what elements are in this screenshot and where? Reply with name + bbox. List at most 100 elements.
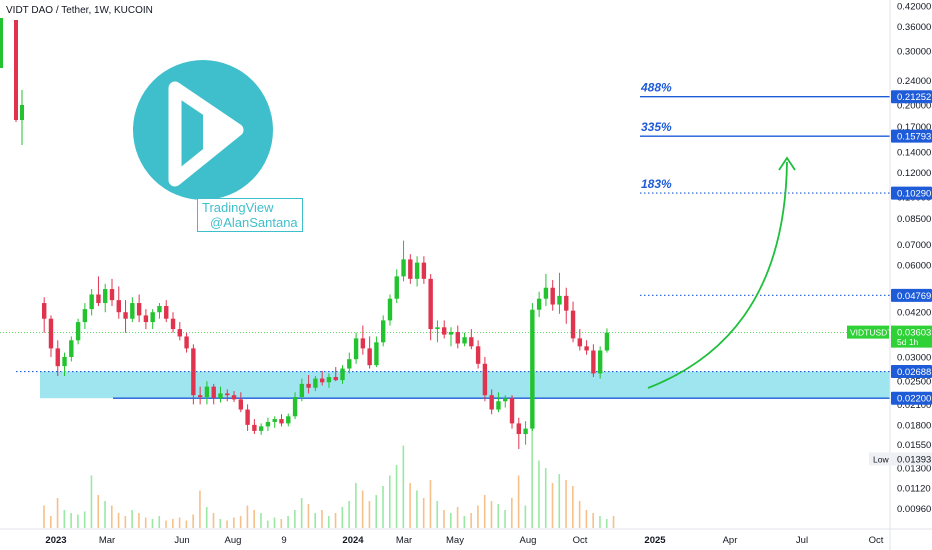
volume-bar — [151, 519, 154, 528]
time-tick-label: 2023 — [45, 535, 66, 546]
level-price-tag-text-2: 0.10290 — [897, 189, 931, 200]
level-percent-label-2: 183% — [641, 177, 672, 191]
volume-bar — [199, 490, 201, 528]
volume-bar — [544, 468, 547, 528]
candle-body — [164, 306, 169, 319]
volume-bar — [131, 510, 133, 528]
volume-bar — [253, 510, 255, 528]
volume-bar — [239, 516, 242, 528]
price-tick-label: 0.20000 — [897, 100, 931, 111]
candle-body — [103, 289, 108, 304]
price-tick-label: 0.36000 — [897, 22, 931, 33]
candle-body — [408, 259, 413, 279]
candle-body — [218, 393, 223, 399]
candle-body — [225, 393, 230, 396]
volume-bar — [300, 498, 303, 528]
tradingview-play-logo-icon — [168, 81, 244, 187]
candle-body — [360, 338, 366, 349]
candle-body — [570, 310, 576, 339]
candle-body — [109, 289, 115, 301]
volume-bar — [144, 517, 147, 528]
volume-bar — [56, 498, 59, 528]
current-price-tag — [891, 325, 932, 348]
candle-body — [421, 262, 427, 279]
candle-body — [252, 424, 257, 431]
volume-bar — [192, 514, 194, 528]
candle-body — [14, 20, 18, 120]
volume-bar — [219, 519, 222, 528]
level-price-tag-0 — [891, 90, 932, 104]
volume-bar — [178, 517, 181, 528]
time-tick-label: Mar — [396, 535, 412, 546]
time-tick-label: Aug — [225, 535, 242, 546]
volume-bar — [327, 516, 330, 528]
low-price-value: 0.01393 — [897, 454, 931, 465]
candle-body — [367, 348, 372, 366]
current-price-value: 0.03603 — [897, 328, 931, 339]
time-tick-label: 9 — [281, 535, 286, 546]
price-tick-label: 0.02500 — [897, 377, 931, 388]
volume-bar — [361, 490, 364, 528]
time-tick-label: Mar — [99, 535, 115, 546]
volume-bar — [63, 510, 66, 528]
candle-body — [143, 315, 149, 323]
candle-body — [123, 312, 128, 319]
symbol-tag-text: VIDTUSDT — [850, 328, 893, 338]
candle-body — [48, 318, 54, 349]
price-tick-label: 0.01120 — [897, 483, 931, 494]
volume-bar — [578, 501, 581, 528]
volume-bar — [260, 513, 262, 528]
volume-bar — [456, 507, 459, 528]
candle-body — [279, 419, 284, 424]
candle-body — [503, 398, 508, 402]
candle-body — [319, 378, 325, 383]
price-tick-label: 0.14000 — [897, 148, 931, 159]
time-tick-label: Apr — [723, 535, 738, 546]
time-tick-label: Jul — [796, 535, 808, 546]
symbol-title: VIDT DAO / Tether, 1W, KUCOIN — [6, 5, 153, 16]
volume-bar — [422, 498, 425, 528]
time-tick-label: 2025 — [644, 535, 666, 546]
price-axis[interactable]: 0.42000 0.36000 0.30000 0.24000 0.20000 0.170… — [897, 2, 931, 515]
candle-body — [604, 332, 610, 351]
price-tick-label: 0.12000 — [897, 168, 931, 179]
candle-body — [130, 303, 135, 319]
volume-bar — [429, 480, 432, 528]
tradingview-logo-watermark — [133, 60, 273, 200]
candle-body — [42, 303, 47, 319]
level-price-tag-text-5: 0.02200 — [897, 394, 931, 405]
volume-bar — [266, 520, 269, 528]
candle-body — [150, 312, 155, 323]
candle-body — [96, 294, 101, 304]
volume-bar — [558, 474, 561, 528]
volume-bar — [104, 501, 106, 528]
candle-body — [258, 426, 264, 431]
watermark-line-1: TradingView — [202, 200, 274, 215]
candle-body — [20, 105, 24, 120]
volume-bar — [368, 501, 371, 528]
time-tick-label: Oct — [869, 535, 884, 546]
candle-body — [597, 350, 603, 374]
candle-body — [333, 377, 338, 381]
time-axis[interactable]: 2023 Mar Jun Aug 9 2024 Mar May Aug Oct 2025 Apr Jul… — [45, 535, 883, 546]
candle-body — [462, 337, 467, 344]
candle-body — [401, 259, 406, 277]
volume-bar — [70, 513, 72, 528]
volume-bar — [294, 510, 296, 528]
volume-bar — [165, 520, 167, 528]
volume-bar — [504, 510, 506, 528]
volume-bar — [375, 495, 378, 528]
volume-bar — [158, 516, 161, 528]
volume-bar — [531, 415, 533, 528]
candle-body — [496, 401, 501, 410]
candle-body — [557, 295, 562, 305]
candle-body — [306, 383, 311, 388]
volume-bar — [490, 501, 493, 528]
candle-body — [543, 287, 549, 299]
price-tick-label: 0.04200 — [897, 308, 931, 319]
price-tick-label: 0.01550 — [897, 440, 931, 451]
volume-bar — [83, 511, 86, 528]
time-tick-label: Aug — [520, 535, 537, 546]
price-tick-label: 0.42000 — [897, 2, 931, 13]
